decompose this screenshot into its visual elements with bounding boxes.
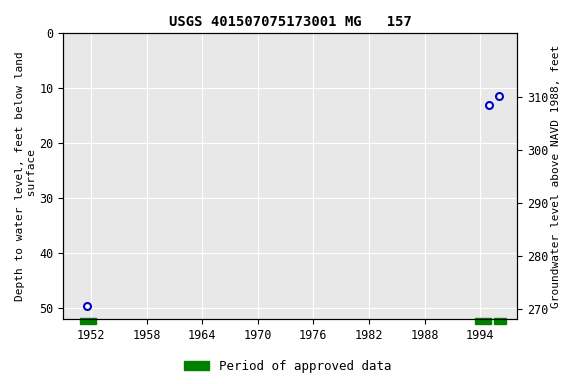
- Y-axis label: Groundwater level above NAVD 1988, feet: Groundwater level above NAVD 1988, feet: [551, 45, 561, 308]
- Bar: [80, 318, 96, 324]
- Title: USGS 401507075173001 MG   157: USGS 401507075173001 MG 157: [169, 15, 412, 29]
- Y-axis label: Depth to water level, feet below land
 surface: Depth to water level, feet below land su…: [15, 51, 37, 301]
- Legend: Period of approved data: Period of approved data: [179, 355, 397, 378]
- Bar: [475, 318, 491, 324]
- Bar: [494, 318, 506, 324]
